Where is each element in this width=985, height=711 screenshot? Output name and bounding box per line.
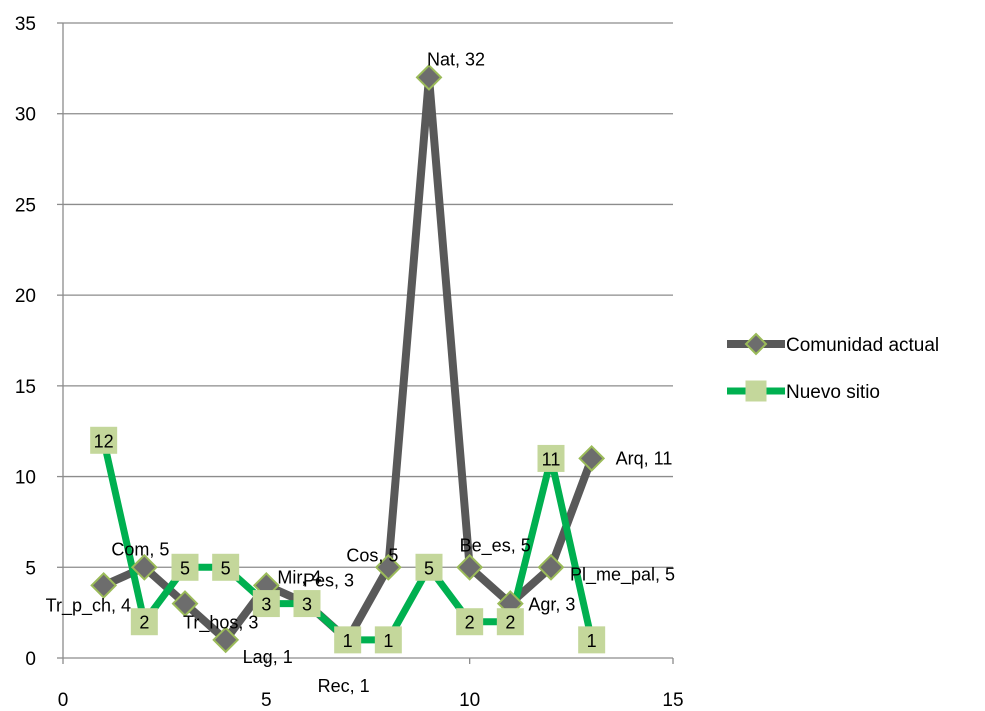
data-point-nuevo-sitio [212,553,240,581]
y-tick-label: 25 [15,195,36,216]
data-label-comunidad-actual: Lag, 1 [243,647,293,667]
data-label-nuevo-sitio: 3 [302,595,312,615]
legend: Comunidad actual Nuevo sitio [727,332,939,403]
x-tick-label: 10 [459,690,480,711]
data-point-nuevo-sitio [578,626,606,654]
data-label-nuevo-sitio: 2 [465,613,475,633]
data-point-nuevo-sitio [496,608,524,636]
legend-marker-square [745,380,767,402]
y-tick-label: 0 [25,649,36,670]
data-label-comunidad-actual: Pes, 3 [303,571,354,591]
data-point-comunidad-actual [130,553,158,581]
y-tick-label: 10 [15,468,36,489]
data-point-comunidad-actual [374,553,402,581]
data-label-nuevo-sitio: 2 [139,613,149,633]
data-point-nuevo-sitio [537,444,565,472]
data-label-comunidad-actual: Agr, 3 [528,595,575,615]
data-label-nuevo-sitio: 2 [505,613,515,633]
data-point-nuevo-sitio [171,553,199,581]
grid-lines [63,22,673,568]
data-point-comunidad-actual [415,64,443,91]
data-point-comunidad-actual [90,572,118,599]
data-label-comunidad-actual: Tr_hos, 3 [183,613,258,634]
data-point-comunidad-actual [212,626,240,654]
y-tick-label: 35 [15,14,36,35]
x-tick-label: 5 [261,690,272,711]
data-point-comunidad-actual [578,445,606,472]
legend-label: Nuevo sitio [786,382,880,403]
data-label-comunidad-actual: Rec, 1 [318,676,370,696]
y-tick-label: 20 [15,286,36,307]
data-label-comunidad-actual: Cos, 5 [346,545,398,565]
data-label-comunidad-actual: Com, 5 [111,539,169,559]
data-point-comunidad-actual [171,590,199,617]
data-label-comunidad-actual: Pl_me_pal, 5 [570,564,675,585]
legend-label: Comunidad actual [786,335,939,356]
data-label-nuevo-sitio: 5 [180,558,190,578]
data-point-nuevo-sitio [90,426,118,454]
data-point-nuevo-sitio [334,626,362,654]
data-point-nuevo-sitio [415,553,443,581]
series-layer [90,64,606,654]
legend-marker-diamond [744,332,768,356]
data-label-nuevo-sitio: 1 [587,631,597,651]
data-label-nuevo-sitio: 1 [383,631,393,651]
data-label-nuevo-sitio: 5 [424,558,434,578]
data-point-nuevo-sitio [374,626,402,654]
y-tick-label: 15 [15,377,36,398]
y-tick-label: 30 [15,105,36,126]
data-label-nuevo-sitio: 5 [221,558,231,578]
data-label-comunidad-actual: Be_es, 5 [460,535,531,556]
data-label-nuevo-sitio: 12 [94,431,114,451]
data-point-nuevo-sitio [252,590,280,618]
data-label-comunidad-actual: Mir, 4 [277,567,321,587]
x-tick-label: 0 [58,690,69,711]
data-label-nuevo-sitio: 3 [261,595,271,615]
data-labels: Tr_p_ch, 4 Com, 5 Tr_hos, 3 Lag, 1 Mir, 4Pes… [46,49,675,695]
data-label-comunidad-actual: Arq, 11 [616,448,673,468]
data-label-comunidad-actual: Nat, 32 [427,49,485,69]
x-tick-label: 15 [662,690,683,711]
data-point-nuevo-sitio [130,608,158,636]
data-point-nuevo-sitio [456,608,484,636]
data-label-nuevo-sitio: 11 [542,449,561,469]
data-point-nuevo-sitio [293,590,321,618]
data-label-comunidad-actual: Tr_p_ch, 4 [46,595,131,616]
data-label-nuevo-sitio: 1 [343,631,353,651]
data-point-comunidad-actual [456,553,484,581]
y-tick-label: 5 [25,558,36,579]
data-point-comunidad-actual [537,553,565,581]
